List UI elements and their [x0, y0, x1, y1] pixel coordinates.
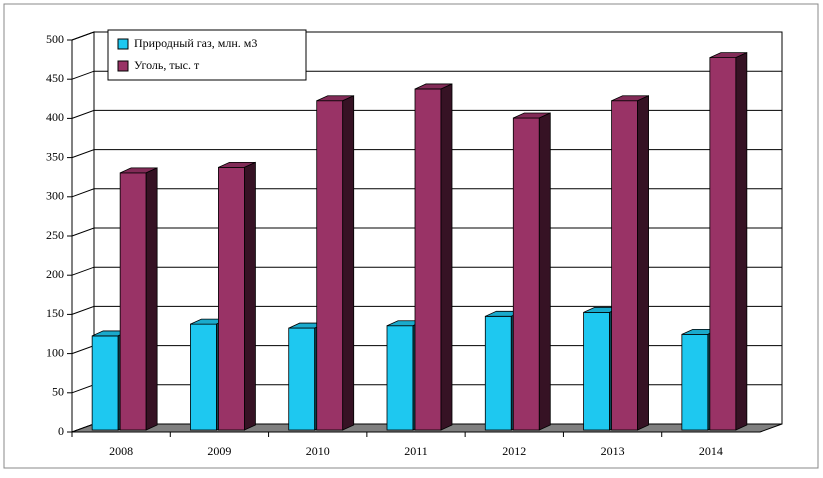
- y-tick-label: 150: [46, 306, 64, 320]
- bar-front: [218, 166, 245, 431]
- bar-front: [288, 327, 316, 431]
- y-tick-label: 50: [52, 385, 64, 399]
- x-tick-label: 2012: [502, 444, 526, 458]
- bar-front: [386, 325, 414, 431]
- grid-line: [71, 31, 782, 41]
- bar-front: [91, 335, 119, 431]
- y-tick-label: 0: [58, 424, 64, 438]
- x-tick-label: 2011: [404, 444, 428, 458]
- bar-front: [681, 333, 709, 431]
- bar-side: [538, 112, 551, 431]
- bar-front: [190, 323, 217, 431]
- bar-front: [484, 315, 512, 431]
- bar-side: [342, 95, 355, 431]
- x-tick-label: 2010: [306, 444, 330, 458]
- legend-box: [107, 29, 307, 81]
- legend-label: Природный газ, млн. м3: [134, 36, 257, 50]
- bar-front: [611, 100, 638, 431]
- legend: Природный газ, млн. м3 Уголь, тыс. т: [107, 29, 307, 81]
- grid-line: [71, 305, 782, 315]
- x-tick-label: 2013: [601, 444, 625, 458]
- y-tick-label: 250: [46, 228, 64, 242]
- grid-line: [71, 266, 782, 276]
- y-tick-label: 500: [46, 32, 64, 46]
- bar-front: [316, 100, 344, 431]
- x-tick-label: 2008: [109, 444, 133, 458]
- legend-swatch: [117, 60, 129, 72]
- y-tick-label: 400: [46, 110, 64, 124]
- x-tick-label: 2014: [699, 444, 723, 458]
- bar-side: [440, 83, 453, 431]
- grid-line: [71, 70, 782, 80]
- y-tick-label: 350: [46, 149, 64, 163]
- bar-front: [709, 57, 737, 431]
- bar-side: [145, 167, 158, 431]
- y-tick-label: 100: [46, 345, 64, 359]
- bar-side: [735, 51, 748, 431]
- bar-side: [637, 95, 649, 431]
- y-tick-label: 450: [46, 71, 64, 85]
- y-tick-label: 200: [46, 267, 64, 281]
- bar-front: [512, 117, 540, 431]
- grid-line: [71, 149, 782, 159]
- grid-line: [71, 227, 782, 237]
- legend-swatch: [117, 38, 129, 50]
- bar-front: [119, 172, 147, 431]
- grid-line: [71, 109, 782, 119]
- y-tick-label: 300: [46, 189, 64, 203]
- legend-label: Уголь, тыс. т: [134, 58, 200, 72]
- x-tick-label: 2009: [207, 444, 231, 458]
- bar-front: [414, 88, 442, 431]
- bar-front: [583, 311, 610, 431]
- bar-side: [244, 161, 256, 431]
- grid-line: [71, 188, 782, 198]
